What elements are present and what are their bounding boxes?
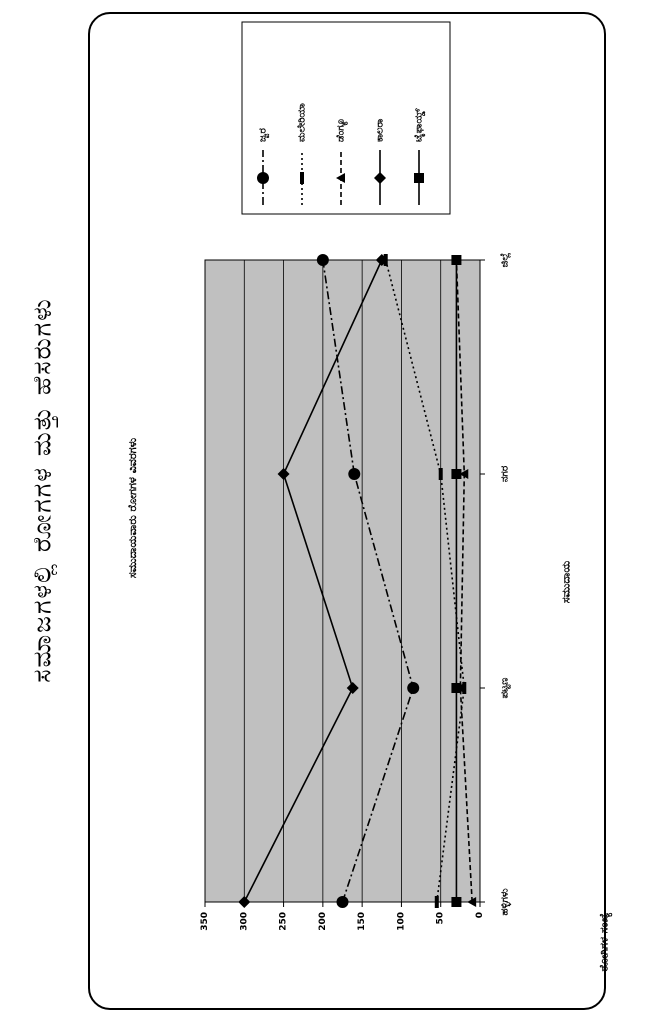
legend-label: ಮಲೇರಿಯಾ [297, 103, 308, 142]
series-line [243, 259, 383, 903]
plot-area [204, 259, 481, 903]
series-line [384, 259, 466, 903]
y-tick-label: 50 [436, 912, 446, 925]
data-point [467, 897, 477, 907]
y-tick-label: 100 [396, 912, 406, 931]
data-point [238, 896, 251, 908]
legend-label: ಟೈಫಾಯ್ಡ್ [414, 108, 426, 142]
data-point [336, 896, 349, 908]
legend-marker [414, 173, 424, 183]
data-point [459, 469, 469, 479]
data-point [434, 896, 439, 908]
data-point [375, 254, 388, 266]
chart-title: ಸಮುದಾಯವಾರು ರೋಗಗಳ ವಿವರಗಳು [126, 437, 140, 579]
x-axis-title: ಸಮುದಾಯ [558, 560, 572, 604]
x-tick-label: ನಗರ [500, 465, 511, 482]
data-point [451, 469, 462, 479]
y-tick-label: 300 [239, 912, 249, 931]
data-point [407, 682, 420, 694]
data-point [451, 897, 462, 907]
y-tick-label: 200 [318, 912, 328, 931]
legend-marker [257, 172, 269, 184]
chart-frame [88, 12, 606, 1010]
legend-marker [374, 172, 386, 184]
y-tick-label: 150 [357, 912, 367, 931]
data-point [451, 255, 462, 265]
data-point [277, 468, 290, 480]
y-axis-title: ರೋಗಿಗಳ ಸಂಖ್ಯೆ [596, 912, 610, 972]
data-point [348, 468, 361, 480]
legend-label: ಡೆಂಗ್ಯೂ [336, 118, 349, 142]
data-point [346, 682, 359, 694]
y-tick-label: 250 [279, 912, 289, 931]
x-tick-label: ಪಟ್ಟಣ [500, 678, 512, 699]
y-tick-label: 350 [200, 912, 210, 931]
data-point [438, 468, 443, 480]
legend-label: ಕಾಲರಾ [375, 118, 386, 142]
data-point [316, 254, 329, 266]
series-line [455, 259, 473, 903]
series-line [322, 259, 415, 903]
y-tick-label: 0 [475, 912, 485, 918]
legend-marker [336, 173, 345, 183]
x-tick-label: ಹಳ್ಳಿಗಳು [500, 888, 512, 915]
x-tick-label: ಜಿಲ್ಲೆ [500, 252, 512, 267]
legend-label: ಜ್ವರ [258, 127, 270, 142]
data-point [451, 683, 462, 693]
legend-marker [300, 172, 304, 184]
